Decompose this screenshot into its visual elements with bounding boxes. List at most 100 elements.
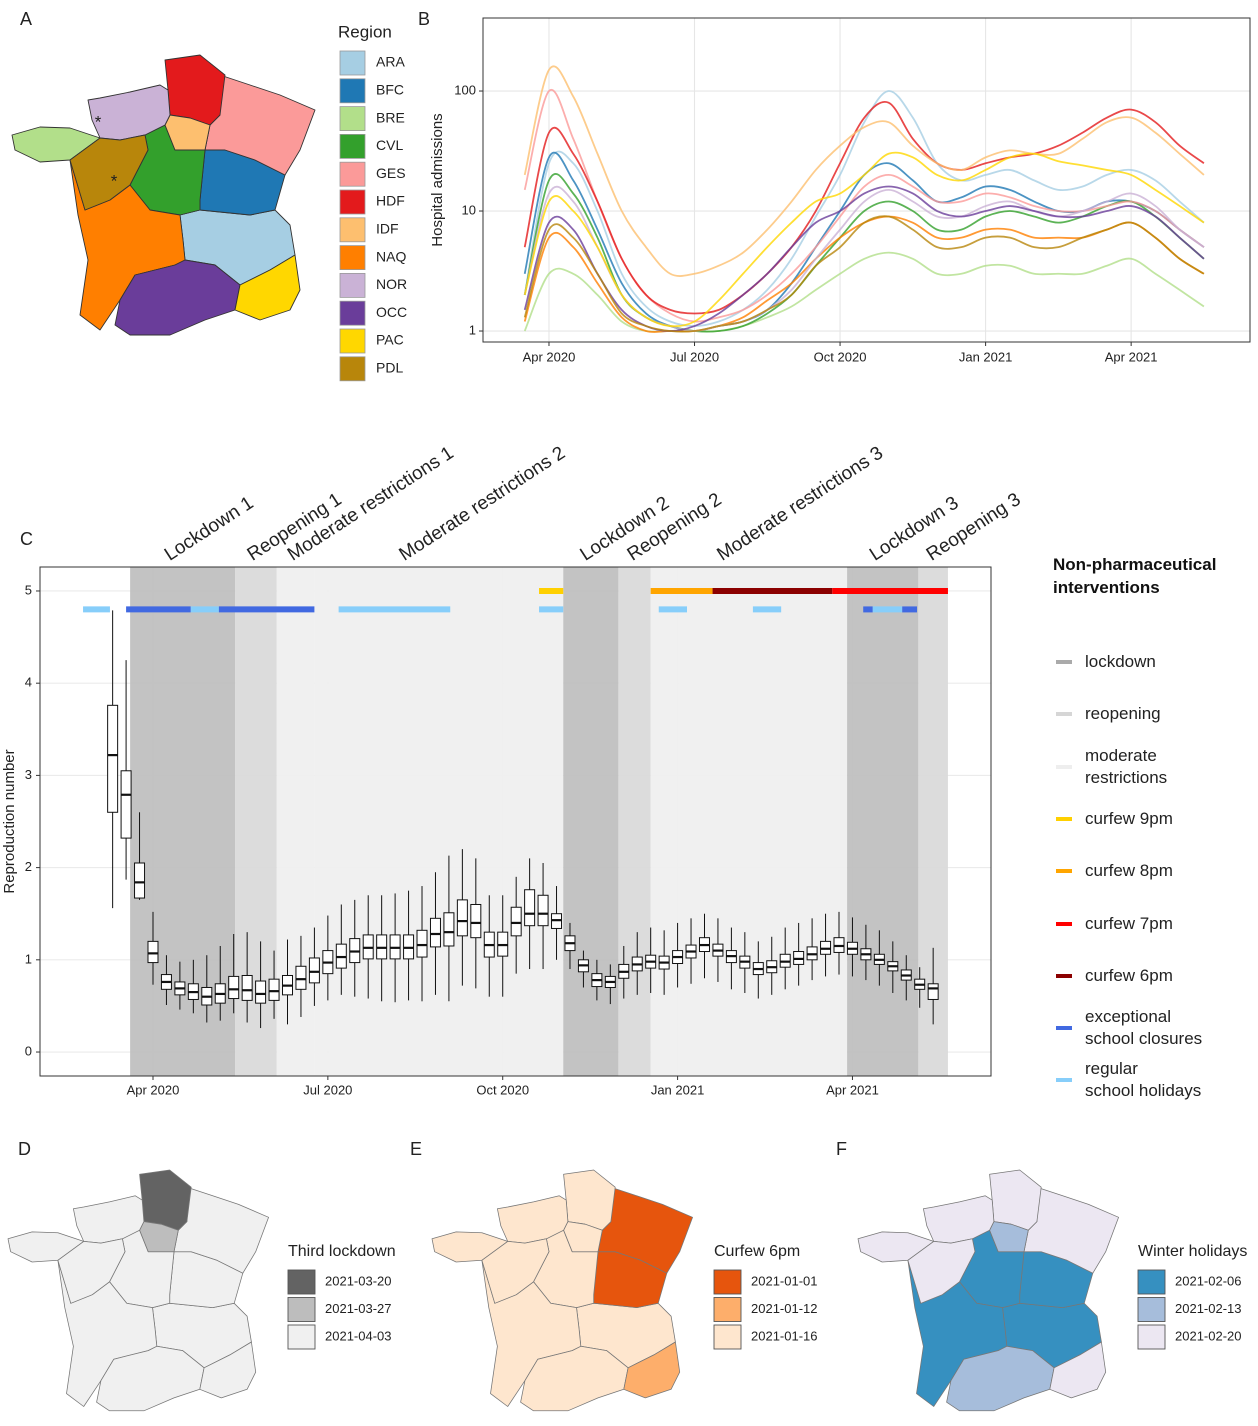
region [69,134,149,211]
region [72,1195,145,1244]
legend-key [1056,712,1072,717]
region [57,1238,126,1304]
legend-label: 2021-02-06 [1175,1273,1242,1288]
panel-label: B [418,9,430,29]
box [443,912,455,947]
box [134,862,146,899]
legend-label: regular school holidays [1085,1059,1202,1101]
legend-label: NOR [376,276,407,292]
period [847,567,919,1076]
y-tick-label: 4 [25,675,32,690]
legend-key [1056,869,1072,874]
box [470,903,482,939]
period [650,567,848,1076]
legend-label: CVL [376,137,403,153]
legend-label: curfew 6pm [1085,965,1173,985]
legend-item: curfew 6pm [1053,965,1173,987]
legend-label: 2021-03-20 [325,1273,392,1288]
legend-label: ARA [376,54,405,70]
map [11,54,316,336]
legend-swatch [339,189,366,215]
legend-swatch [339,50,366,76]
x-tick-label: Apr 2020 [127,1082,180,1097]
region [946,1345,1055,1412]
panel-label: A [20,9,32,29]
box [268,978,280,1001]
y-tick-label: 2 [25,859,32,874]
legend-title: Winter holidays [1138,1243,1247,1260]
legend-swatch [713,1324,742,1350]
plot-border [482,17,1251,343]
series-line [523,151,1205,328]
legend-label: exceptional school closures [1085,1007,1203,1049]
y-tick-label: 100 [454,82,476,97]
region [96,1345,205,1412]
box [147,940,159,964]
legend-swatch [713,1269,742,1295]
legend-key [1056,921,1072,926]
legend-swatch [1137,1297,1166,1322]
box [537,894,549,927]
legend-key [1056,1026,1072,1031]
legend-swatch [287,1269,316,1295]
box [510,906,522,937]
period [618,567,651,1076]
map [857,1169,1119,1412]
legend-item: regular school holidays [1053,1058,1201,1102]
region [164,54,226,126]
legend-swatch [339,356,366,382]
box [107,704,119,813]
series-line [523,185,1205,332]
legend-label: 2021-04-03 [325,1328,392,1343]
y-tick-label: 0 [25,1043,32,1058]
map-annotation: * [111,171,118,190]
legend-label: 2021-03-27 [325,1301,392,1316]
region [114,259,241,336]
legend-label: 2021-02-20 [1175,1328,1242,1343]
legend-key [1056,973,1072,978]
y-tick-label: 10 [462,202,476,217]
legend-label: BFC [376,82,404,98]
npi-legend: Non-pharmaceutical interventions lockdow… [1053,553,1258,1113]
y-tick-label: 5 [25,582,32,597]
region [1049,1341,1107,1399]
plot-background [483,18,1250,342]
region [563,1169,616,1231]
legend-item: curfew 8pm [1053,860,1173,882]
region [623,1341,681,1399]
region [520,1345,629,1412]
legend-key [1056,660,1072,664]
panel-label: D [18,1139,31,1159]
legend-label: BRE [376,109,405,125]
legend-swatch [339,245,366,271]
legend-key [1056,764,1072,769]
legend-swatch [339,328,366,354]
legend-key [1056,816,1072,821]
legend-label: 2021-02-13 [1175,1301,1242,1316]
map [431,1169,693,1412]
legend-swatch [339,161,366,187]
legend-swatch [339,133,366,159]
period-label: Lockdown 1 [161,493,257,566]
legend-swatch [287,1324,316,1350]
legend-swatch [713,1297,742,1322]
region [87,84,171,141]
legend-label: IDF [376,221,399,237]
legend-label: curfew 9pm [1085,808,1173,828]
region [234,254,301,321]
region [907,1238,976,1304]
box [255,980,267,1004]
legend-item: curfew 9pm [1053,808,1173,830]
box [308,957,320,984]
legend-swatch [287,1297,316,1322]
series-line [523,100,1205,315]
legend-swatch [1137,1324,1166,1350]
series-line [523,90,1205,327]
box [241,974,253,1001]
box [295,965,307,990]
box [456,899,468,937]
legend-label: moderate restrictions [1085,745,1168,787]
period [563,567,619,1076]
